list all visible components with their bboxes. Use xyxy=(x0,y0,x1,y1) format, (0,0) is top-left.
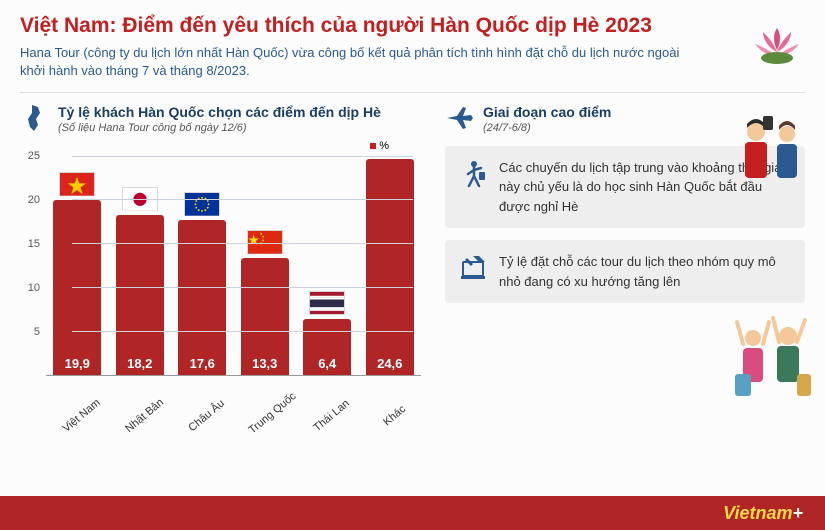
left-title: Tỷ lệ khách Hàn Quốc chọn các điểm đến d… xyxy=(58,103,381,121)
header: Việt Nam: Điểm đến yêu thích của người H… xyxy=(0,0,825,88)
laptop-plane-icon xyxy=(459,252,489,282)
bar-value: 19,9 xyxy=(53,356,101,371)
page-subtitle: Hana Tour (công ty du lịch lớn nhất Hàn … xyxy=(20,44,700,80)
vn-flag-icon xyxy=(59,172,95,196)
walker-icon xyxy=(459,158,489,188)
travelers-wave-icon xyxy=(733,310,813,400)
bar-value: 13,3 xyxy=(241,356,289,371)
bar-wrap: 24,6 xyxy=(365,156,415,375)
bar-value: 17,6 xyxy=(178,356,226,371)
bar: 24,6 xyxy=(366,159,414,374)
page-title: Việt Nam: Điểm đến yêu thích của người H… xyxy=(20,14,805,38)
left-sub: (Số liệu Hana Tour công bố ngày 12/6) xyxy=(58,122,381,134)
ytick: 5 xyxy=(20,326,40,338)
ytick: 25 xyxy=(20,150,40,162)
eu-flag-icon xyxy=(184,192,220,216)
x-label: Trung Quốc xyxy=(246,395,292,436)
cn-flag-icon xyxy=(247,230,283,254)
bar: 18,2 xyxy=(116,215,164,374)
footer-brand: Vietnam xyxy=(723,503,792,524)
lotus-icon xyxy=(749,24,805,68)
x-label: Khác xyxy=(371,395,417,436)
chart-legend: % xyxy=(20,140,389,152)
right-sub: (24/7-6/8) xyxy=(483,122,611,134)
ytick: 10 xyxy=(20,282,40,294)
bar-value: 6,4 xyxy=(303,356,351,371)
bar-value: 24,6 xyxy=(366,356,414,371)
gridline xyxy=(72,199,413,200)
th-flag-icon xyxy=(309,291,345,315)
plane-icon xyxy=(445,103,475,133)
korea-map-icon xyxy=(20,103,50,133)
bar-wrap: 19,9 xyxy=(52,156,102,375)
info-text: Tỷ lệ đặt chỗ các tour du lịch theo nhóm… xyxy=(499,252,791,291)
x-label: Thái Lan xyxy=(309,395,355,436)
gridline xyxy=(72,156,413,157)
footer: Vietnam+ xyxy=(0,496,825,530)
gridline xyxy=(72,287,413,288)
bar-chart: 510152025 19,918,217,613,36,424,6 Việt N… xyxy=(20,156,429,416)
left-section-head: Tỷ lệ khách Hàn Quốc chọn các điểm đến d… xyxy=(20,103,429,133)
bar: 13,3 xyxy=(241,258,289,375)
bar-wrap: 13,3 xyxy=(240,156,290,375)
bar-value: 18,2 xyxy=(116,356,164,371)
info-box: Tỷ lệ đặt chỗ các tour du lịch theo nhóm… xyxy=(445,240,805,303)
x-label: Việt Nam xyxy=(59,395,105,436)
ytick: 15 xyxy=(20,238,40,250)
gridline xyxy=(72,331,413,332)
ytick: 20 xyxy=(20,194,40,206)
x-label: Nhật Bản xyxy=(121,395,167,436)
travelers-icon xyxy=(733,106,813,196)
x-label: Châu Âu xyxy=(184,395,230,436)
footer-plus: + xyxy=(792,503,803,524)
bar-wrap: 18,2 xyxy=(115,156,165,375)
bar-wrap: 6,4 xyxy=(302,156,352,375)
right-title: Giai đoạn cao điểm xyxy=(483,103,611,121)
gridline xyxy=(72,243,413,244)
bar-wrap: 17,6 xyxy=(177,156,227,375)
bar: 6,4 xyxy=(303,319,351,375)
divider xyxy=(20,92,805,93)
